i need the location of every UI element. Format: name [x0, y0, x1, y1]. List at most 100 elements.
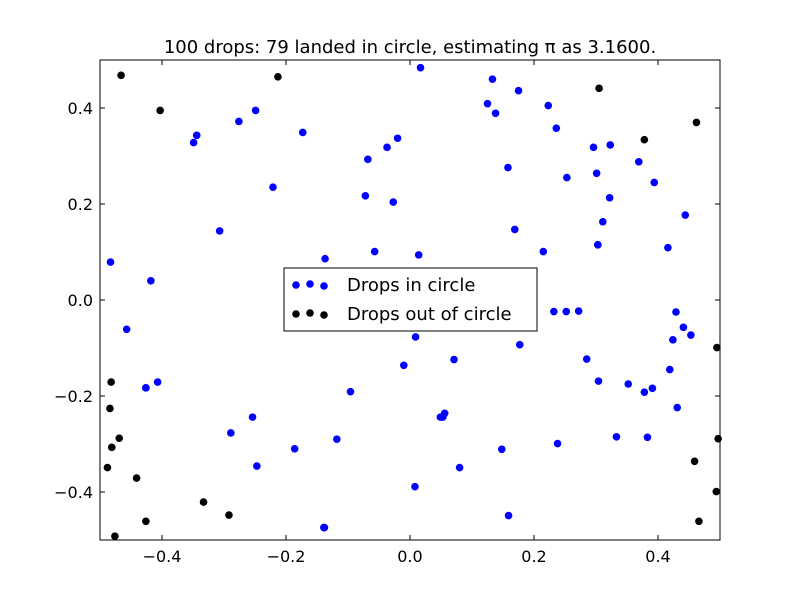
point-in-circle: [235, 117, 243, 126]
point-in-circle: [400, 361, 408, 370]
point-in-circle: [681, 211, 690, 219]
legend-marker-out: [292, 310, 300, 318]
point-in-circle: [624, 380, 633, 388]
x-tick-label: 0.2: [521, 547, 546, 566]
point-out-of-circle: [103, 463, 112, 472]
point-in-circle: [650, 178, 659, 187]
point-in-circle: [665, 365, 674, 374]
point-out-of-circle: [692, 118, 701, 127]
point-in-circle: [333, 435, 341, 444]
point-in-circle: [416, 63, 425, 72]
point-in-circle: [106, 258, 115, 266]
point-in-circle: [589, 143, 598, 152]
point-in-circle: [612, 433, 621, 441]
point-in-circle: [672, 308, 680, 316]
point-out-of-circle: [690, 457, 699, 466]
point-in-circle: [664, 243, 672, 252]
points-layer: [103, 63, 722, 540]
point-in-circle: [153, 378, 162, 386]
point-in-circle: [450, 355, 458, 364]
point-in-circle: [364, 155, 372, 164]
point-out-of-circle: [132, 474, 141, 482]
point-in-circle: [643, 433, 652, 442]
point-in-circle: [361, 192, 370, 200]
point-in-circle: [290, 445, 299, 453]
point-in-circle: [414, 251, 423, 259]
point-out-of-circle: [225, 511, 233, 519]
legend: Drops in circle Drops out of circle: [283, 267, 538, 332]
point-in-circle: [582, 355, 591, 363]
point-out-of-circle: [714, 434, 722, 443]
point-in-circle: [510, 225, 519, 234]
point-in-circle: [515, 340, 524, 349]
point-in-circle: [346, 387, 355, 396]
point-in-circle: [383, 143, 391, 152]
legend-marker-out: [306, 309, 314, 317]
point-out-of-circle: [107, 443, 116, 452]
legend-box: [283, 267, 538, 332]
point-out-of-circle: [595, 84, 603, 93]
point-in-circle: [227, 429, 235, 437]
y-tick-label: 0.2: [68, 195, 93, 214]
point-out-of-circle: [156, 106, 164, 115]
y-tick-label: 0.0: [68, 291, 93, 310]
point-in-circle: [370, 247, 379, 256]
point-in-circle: [192, 131, 201, 140]
point-in-circle: [321, 254, 329, 263]
point-out-of-circle: [107, 378, 115, 386]
legend-label-in: Drops in circle: [347, 275, 475, 296]
x-tick-label: 0.4: [645, 547, 670, 566]
point-in-circle: [539, 247, 548, 256]
point-out-of-circle: [142, 517, 150, 526]
point-in-circle: [599, 217, 607, 226]
point-in-circle: [251, 106, 260, 115]
point-in-circle: [687, 331, 695, 339]
point-in-circle: [640, 388, 649, 396]
point-out-of-circle: [695, 517, 703, 526]
point-in-circle: [215, 227, 224, 235]
point-in-circle: [189, 138, 198, 147]
point-in-circle: [491, 109, 500, 118]
point-in-circle: [594, 377, 603, 385]
point-out-of-circle: [106, 404, 114, 413]
legend-marker-in: [306, 280, 314, 288]
legend-marker-in: [320, 282, 328, 290]
x-tick-label: −0.2: [267, 547, 306, 566]
point-out-of-circle: [117, 71, 125, 80]
point-in-circle: [550, 307, 558, 316]
point-in-circle: [669, 336, 677, 344]
point-in-circle: [298, 128, 307, 137]
point-in-circle: [269, 183, 277, 191]
point-in-circle: [253, 462, 261, 470]
point-out-of-circle: [199, 498, 208, 506]
legend-marker-in: [292, 281, 300, 289]
point-in-circle: [605, 193, 614, 202]
y-tick-label: −0.4: [54, 483, 93, 502]
point-in-circle: [504, 511, 513, 520]
point-in-circle: [514, 86, 523, 95]
point-in-circle: [606, 141, 615, 149]
ticks-layer: −0.4 −0.2 0.0 0.2 0.4 −0.4 −0.2 0.0 0.2 0.4: [54, 60, 720, 566]
point-in-circle: [563, 173, 571, 182]
point-out-of-circle: [640, 135, 649, 144]
point-in-circle: [122, 325, 131, 334]
point-in-circle: [483, 99, 492, 108]
point-in-circle: [488, 75, 497, 83]
x-tick-label: −0.4: [143, 547, 182, 566]
point-in-circle: [248, 413, 257, 421]
y-tick-label: 0.4: [68, 99, 93, 118]
point-in-circle: [455, 463, 464, 472]
point-in-circle: [648, 384, 657, 393]
point-out-of-circle: [115, 434, 124, 443]
point-in-circle: [679, 323, 688, 332]
point-in-circle: [553, 439, 562, 448]
point-out-of-circle: [274, 73, 282, 81]
point-in-circle: [142, 384, 150, 392]
point-in-circle: [504, 163, 512, 172]
point-in-circle: [544, 101, 553, 110]
point-in-circle: [594, 241, 602, 249]
chart-title: 100 drops: 79 landed in circle, estimati…: [164, 37, 656, 58]
point-out-of-circle: [111, 532, 119, 540]
point-in-circle: [411, 333, 420, 341]
